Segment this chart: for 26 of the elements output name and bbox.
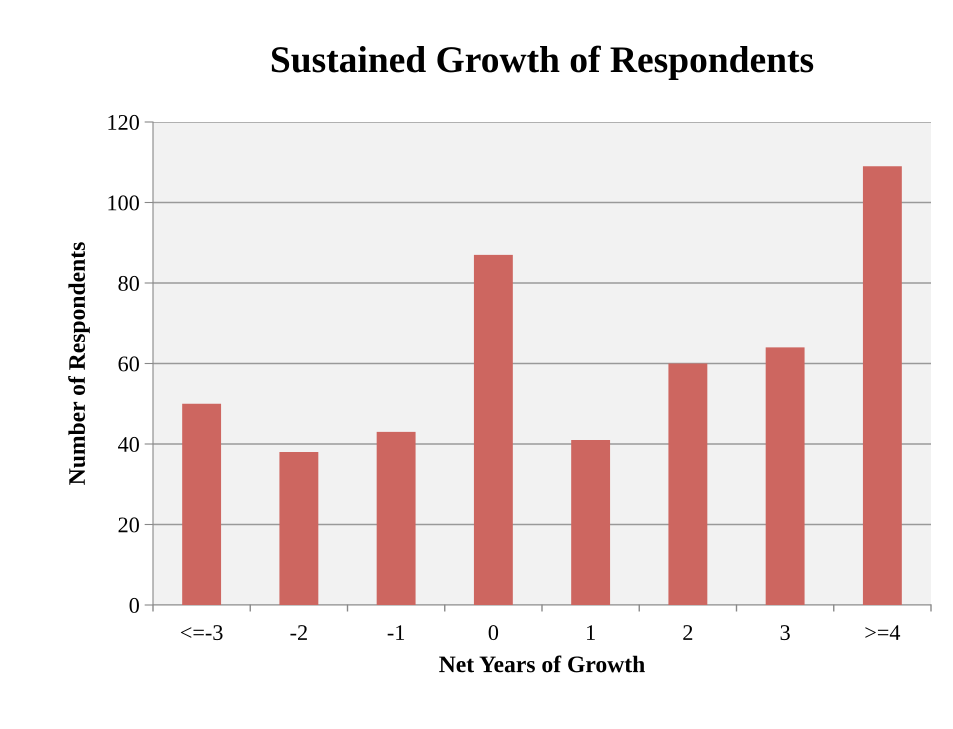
x-tick-label: 0 — [488, 625, 498, 640]
x-tick-label: -2 — [290, 625, 307, 640]
y-axis-title: Number of Respondents — [68, 242, 90, 485]
bar — [279, 452, 318, 605]
y-tick-label: 80 — [118, 276, 139, 291]
bar — [474, 254, 513, 605]
y-tick-label: 60 — [118, 356, 139, 372]
y-tick-label: 0 — [130, 598, 139, 613]
bar — [376, 432, 416, 605]
y-tick-label: 100 — [108, 195, 139, 210]
x-axis-title: Net Years of Growth — [439, 655, 645, 672]
x-tick-label: <=-3 — [180, 625, 223, 640]
bar — [766, 347, 805, 605]
x-tick-label: >=4 — [865, 625, 900, 640]
x-tick-label: -1 — [388, 625, 404, 640]
bar — [182, 404, 222, 605]
x-tick-label: 3 — [780, 625, 790, 640]
y-tick-label: 20 — [118, 517, 139, 532]
bar — [668, 364, 708, 605]
y-tick-label: 120 — [108, 114, 139, 130]
x-tick-label: 2 — [683, 625, 692, 640]
bar — [571, 440, 610, 605]
x-tick-label: 1 — [587, 625, 595, 640]
bar — [862, 166, 902, 605]
y-tick-label: 40 — [118, 436, 139, 452]
chart-title: Sustained Growth of Respondents — [272, 46, 814, 80]
